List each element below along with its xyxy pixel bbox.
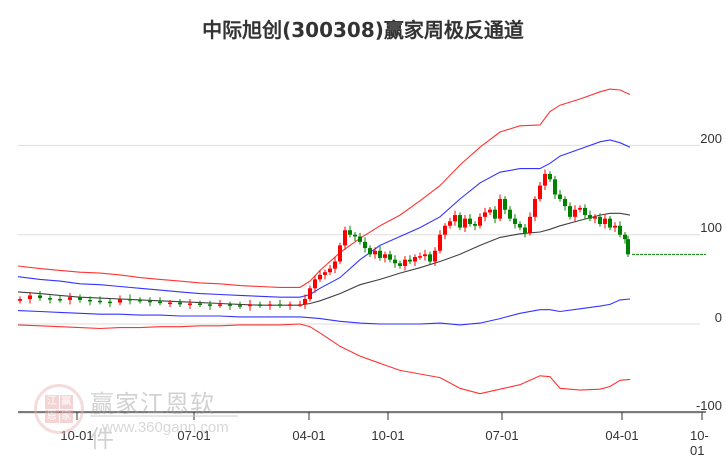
x-axis bbox=[18, 411, 706, 420]
middle_line bbox=[17, 212, 631, 306]
y-tick-label-neg100: -100 bbox=[695, 398, 722, 413]
gridlines bbox=[18, 144, 700, 414]
y-tick-label-100: 100 bbox=[700, 220, 722, 235]
x-tick-label-1: 10-01 bbox=[60, 428, 94, 443]
y-tick-label-0: 0 bbox=[714, 310, 722, 325]
x-tick-label-5: 07-01 bbox=[485, 428, 519, 443]
x-tick-label-6: 04-01 bbox=[605, 428, 639, 443]
lower_inner_band bbox=[17, 298, 631, 326]
chart-title: 中际旭创(300308)赢家周极反通道 bbox=[202, 18, 524, 42]
x-tick-label-7: 10-01 bbox=[690, 428, 709, 458]
x-tick-label-3: 04-01 bbox=[292, 428, 326, 443]
candlesticks bbox=[18, 169, 706, 311]
upper_inner_band bbox=[17, 139, 631, 298]
x-tick-label-4: 10-01 bbox=[371, 428, 405, 443]
y-tick-label-200: 200 bbox=[700, 131, 722, 146]
channel-lines bbox=[17, 88, 631, 395]
lower_outer_band bbox=[17, 323, 631, 395]
x-tick-label-2: 07-01 bbox=[177, 428, 211, 443]
